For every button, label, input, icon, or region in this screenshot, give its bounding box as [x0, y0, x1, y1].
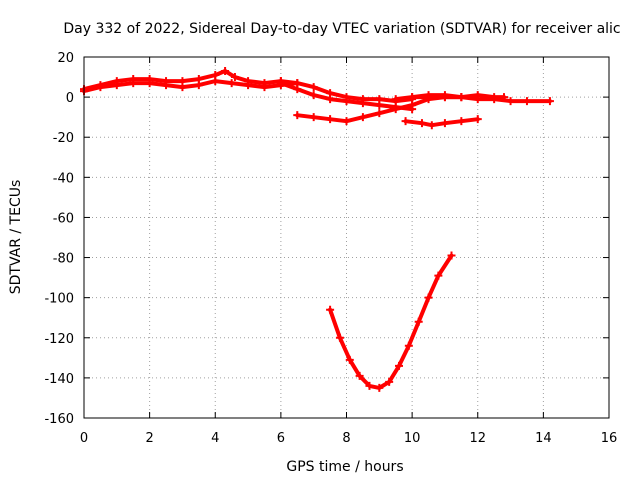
data-point: [112, 81, 121, 90]
data-point: [473, 115, 482, 124]
data-point: [395, 361, 403, 370]
data-point: [293, 111, 302, 120]
axis-ticks: 0 2 4 6 8 10 12 14 16 20 0 -20 -40 -60 -80 -100 -120 -140…: [44, 51, 617, 446]
x-tick-label: 4: [211, 431, 219, 446]
data-point: [145, 79, 154, 88]
series-track-9: [328, 253, 454, 390]
data-point: [178, 83, 187, 92]
data-point: [129, 79, 138, 88]
y-tick-label: -60: [53, 211, 74, 226]
data-point: [276, 79, 285, 88]
data-point: [96, 83, 105, 92]
grid: [84, 57, 609, 418]
x-tick-label: 14: [535, 431, 552, 446]
y-tick-label: 20: [57, 51, 74, 66]
data-point: [490, 93, 499, 102]
data-point: [424, 91, 433, 100]
data-point: [355, 371, 364, 380]
data-point: [342, 117, 351, 126]
data-point: [414, 317, 423, 326]
data-point: [230, 73, 239, 82]
x-tick-label: 6: [277, 431, 285, 446]
data-point: [260, 83, 269, 92]
chart-title: Day 332 of 2022, Sidereal Day-to-day VTE…: [63, 21, 620, 37]
data-point: [375, 101, 384, 110]
data-point: [375, 109, 384, 118]
data-point: [440, 119, 449, 128]
data-point: [408, 101, 417, 110]
data-point: [434, 271, 443, 280]
y-tick-label: -80: [53, 252, 74, 267]
data-point: [404, 341, 413, 350]
data-point: [221, 67, 230, 76]
data-point: [293, 85, 302, 94]
data-point: [424, 293, 433, 302]
data-point: [227, 79, 236, 88]
data-point: [326, 95, 335, 104]
data-point: [545, 97, 554, 106]
y-tick-label: -120: [44, 332, 74, 347]
x-axis-label: GPS time / hours: [286, 459, 403, 475]
data-point: [500, 93, 508, 102]
data-point: [408, 93, 417, 102]
x-tick-label: 0: [80, 431, 88, 446]
data-point: [326, 305, 335, 314]
data-point: [391, 95, 400, 104]
data-point: [309, 83, 318, 92]
data-point: [358, 113, 367, 122]
y-axis-label: SDTVAR / TECUs: [8, 180, 24, 295]
data-point: [457, 117, 466, 126]
data-point: [473, 91, 482, 100]
x-tick-label: 2: [145, 431, 153, 446]
x-tick-label: 10: [404, 431, 421, 446]
data-point: [345, 355, 354, 364]
x-tick-label: 12: [469, 431, 486, 446]
x-tick-label: 8: [342, 431, 350, 446]
data-point: [335, 333, 344, 342]
data-point: [447, 251, 456, 260]
data-point: [162, 81, 171, 90]
data-point: [244, 81, 253, 90]
y-tick-label: -160: [44, 412, 74, 427]
data-point: [309, 113, 318, 122]
data-point: [391, 105, 400, 114]
data-point: [365, 381, 374, 390]
y-tick-label: -40: [53, 171, 74, 186]
data-point: [457, 93, 466, 102]
y-tick-label: -140: [44, 372, 74, 387]
y-tick-label: -100: [44, 292, 74, 307]
data-point: [417, 119, 426, 128]
plot-frame: [83, 56, 610, 419]
data-point: [522, 97, 531, 106]
data-point: [401, 117, 410, 126]
data-point: [326, 115, 335, 124]
data-point: [375, 383, 384, 392]
data-point: [194, 81, 203, 90]
data-point: [427, 121, 436, 130]
y-tick-label: -20: [53, 131, 74, 146]
data-point: [358, 99, 367, 108]
data-point: [440, 91, 449, 100]
x-tick-label: 16: [601, 431, 618, 446]
y-tick-label: 0: [66, 91, 74, 106]
data-point: [211, 77, 220, 86]
data-point: [385, 377, 394, 386]
data-point: [342, 97, 351, 106]
data-point: [309, 91, 318, 100]
data-point: [506, 97, 515, 106]
plot-area: [80, 67, 554, 392]
